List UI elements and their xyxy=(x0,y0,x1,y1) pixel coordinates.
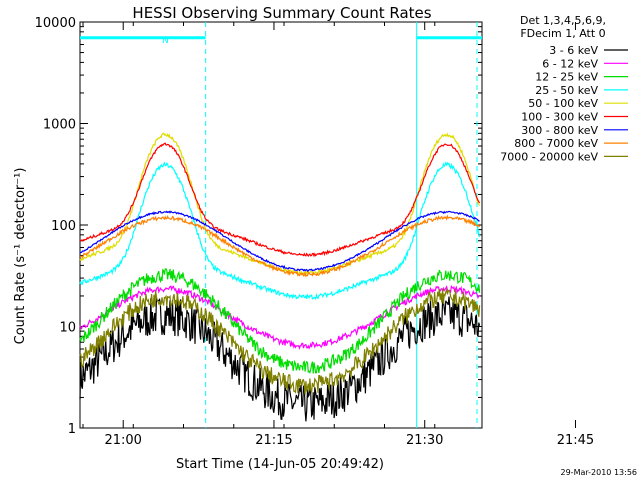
legend-label: 50 - 100 keV xyxy=(528,97,598,110)
legend-header-line-2: FDecim 1, Att 0 xyxy=(520,27,605,40)
timestamp: 29-Mar-2010 13:56 xyxy=(561,468,638,477)
series-line xyxy=(79,142,481,258)
legend-label: 800 - 7000 keV xyxy=(514,137,598,150)
legend-label: 3 - 6 keV xyxy=(549,44,598,57)
y-tick-label: 1 xyxy=(68,422,76,437)
series-line xyxy=(79,161,481,301)
series-line xyxy=(79,284,480,350)
night-marker-label: N xyxy=(162,36,169,46)
y-axis-label: Count Rate (s⁻¹ detector⁻¹) xyxy=(13,168,28,345)
series-line xyxy=(79,132,481,277)
y-tick-label: 10 xyxy=(59,321,76,336)
x-tick-label: 21:45 xyxy=(557,433,594,448)
legend-label: 12 - 25 keV xyxy=(535,71,598,84)
chart-title: HESSI Observing Summary Count Rates xyxy=(132,4,431,22)
legend-label: 7000 - 20000 keV xyxy=(500,150,598,163)
series-line xyxy=(79,214,480,278)
series-line xyxy=(79,287,481,395)
series-line xyxy=(79,267,481,374)
legend-label: 6 - 12 keV xyxy=(542,57,598,70)
legend-label: 25 - 50 keV xyxy=(535,84,598,97)
x-tick-label: 21:00 xyxy=(104,433,141,448)
x-tick-label: 21:30 xyxy=(406,433,443,448)
x-axis-label: Start Time (14-Jun-05 20:49:42) xyxy=(176,457,384,472)
legend-label: 100 - 300 keV xyxy=(521,111,598,124)
series-line xyxy=(79,210,480,272)
x-tick-label: 21:15 xyxy=(255,433,292,448)
y-tick-label: 10000 xyxy=(35,16,76,31)
legend-label: 300 - 800 keV xyxy=(521,124,598,137)
y-tick-label: 100 xyxy=(51,219,76,234)
series-line xyxy=(79,296,481,422)
y-tick-label: 1000 xyxy=(43,118,76,133)
legend-header-line-1: Det 1,3,4,5,6,9, xyxy=(520,14,606,27)
